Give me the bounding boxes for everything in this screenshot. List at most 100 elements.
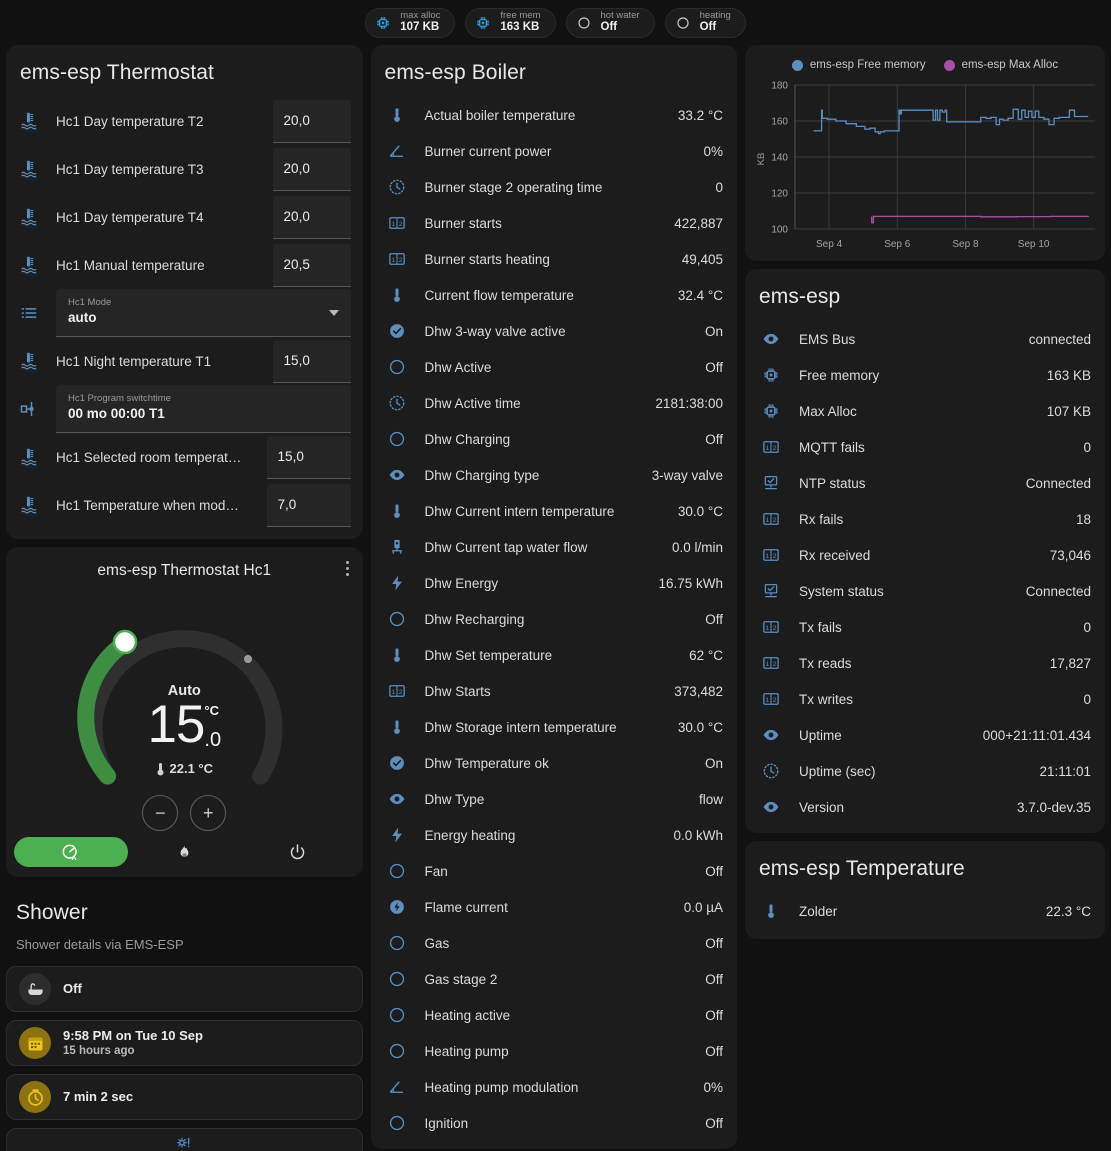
entity-row[interactable]: Dhw Charging type 3-way valve [371,457,737,493]
decrease-temperature-button[interactable]: − [142,795,179,831]
increase-temperature-button[interactable]: + [190,795,227,831]
thermostat-dial[interactable]: Auto 15 °C .0 [6,587,363,817]
entity-row[interactable]: Dhw Set temperature 62 °C [371,637,737,673]
entity-row[interactable]: Burner stage 2 operating time 0 [371,169,737,205]
entity-row[interactable]: 1 2 Rx received 73,046 [745,537,1105,573]
entity-row[interactable]: Flame current 0.0 µA [371,889,737,925]
entity-value[interactable]: 0 [1083,619,1091,635]
number-input[interactable]: 20,0 [272,147,351,191]
entity-value[interactable]: 3.7.0-dev.35 [1016,799,1091,815]
entity-row[interactable]: Uptime 000+21:11:01.434 [745,717,1105,753]
chart-legend-item[interactable]: ems-esp Free memory [791,59,926,71]
thermostat-row[interactable]: Hc1 Program switchtime 00 mo 00:00 T1 [6,385,363,433]
dial-handle[interactable] [113,629,138,655]
entity-row[interactable]: Uptime (sec) 21:11:01 [745,753,1105,789]
chart-plot-area[interactable]: KB 100 120 140 160 180 [756,79,1095,239]
entity-value[interactable]: Off [705,971,723,987]
entity-value[interactable]: flow [698,791,723,807]
entity-row[interactable]: Ignition Off [371,1105,737,1141]
entity-value[interactable]: 0.0 l/min [671,539,723,555]
thermostat-row[interactable]: Hc1 Day temperature T2 20,0 [6,97,363,145]
entity-value[interactable]: 000+21:11:01.434 [982,727,1091,743]
chevron-down-icon[interactable] [328,309,339,316]
entity-row[interactable]: System status Connected [745,573,1105,609]
entity-value[interactable]: 0 [1083,439,1091,455]
badge-max-alloc[interactable]: max alloc 107 KB [365,7,456,38]
entity-row[interactable]: Heating active Off [371,997,737,1033]
number-input[interactable]: 20,0 [272,195,351,239]
entity-value[interactable]: Off [705,431,723,447]
entity-row[interactable]: Dhw Current tap water flow 0.0 l/min [371,529,737,565]
entity-row[interactable]: Dhw Active Off [371,349,737,385]
entity-row[interactable]: 1 2 Tx reads 17,827 [745,645,1105,681]
entity-value[interactable]: 49,405 [681,251,723,267]
entity-value[interactable]: 163 KB [1046,367,1091,383]
entity-row[interactable]: Burner current power 0% [371,133,737,169]
entity-row[interactable]: Current flow temperature 32.4 °C [371,277,737,313]
entity-value[interactable]: 18 [1075,511,1091,527]
badge-free-mem[interactable]: free mem 163 KB [465,7,556,38]
number-input[interactable]: 7,0 [266,483,351,527]
entity-row[interactable]: Gas stage 2 Off [371,961,737,997]
entity-value[interactable]: On [704,755,723,771]
entity-value[interactable]: On [704,323,723,339]
thermostat-row[interactable]: Hc1 Night temperature T1 15,0 [6,337,363,385]
entity-value[interactable]: 0.0 µA [683,899,723,915]
entity-value[interactable]: 107 KB [1046,403,1091,419]
entity-value[interactable]: Connected [1025,583,1091,599]
entity-row[interactable]: Max Alloc 107 KB [745,393,1105,429]
entity-row[interactable]: Zolder 22.3 °C [745,893,1105,929]
entity-row[interactable]: 1 2 Burner starts 422,887 [371,205,737,241]
entity-row[interactable]: Dhw 3-way valve active On [371,313,737,349]
entity-value[interactable]: Off [705,1115,723,1131]
entity-row[interactable]: NTP status Connected [745,465,1105,501]
entity-row[interactable]: Gas Off [371,925,737,961]
entity-row[interactable]: Free memory 163 KB [745,357,1105,393]
entity-value[interactable]: 73,046 [1049,547,1091,563]
entity-row[interactable]: Dhw Type flow [371,781,737,817]
entity-value[interactable]: Off [705,935,723,951]
entity-row[interactable]: 1 2 Dhw Starts 373,482 [371,673,737,709]
shower-row[interactable]: 9:58 PM on Tue 10 Sep 15 hours ago [6,1020,363,1066]
number-input[interactable]: 15,0 [272,339,351,383]
entity-row[interactable]: 1 2 MQTT fails 0 [745,429,1105,465]
entity-row[interactable]: Fan Off [371,853,737,889]
entity-value[interactable]: 3-way valve [651,467,723,483]
entity-value[interactable]: 0% [703,1079,723,1095]
number-input[interactable]: 15,0 [266,435,351,479]
shower-row[interactable]: Off [6,966,363,1012]
text-field[interactable]: Hc1 Program switchtime 00 mo 00:00 T1 [56,385,351,433]
entity-row[interactable]: 1 2 Rx fails 18 [745,501,1105,537]
entity-value[interactable]: 30.0 °C [677,719,723,735]
badge-heating[interactable]: heating Off [664,7,746,38]
entity-value[interactable]: 0 [715,179,723,195]
number-input[interactable]: 20,0 [272,99,351,143]
entity-row[interactable]: Dhw Active time 2181:38:00 [371,385,737,421]
chart-svg[interactable]: 100 120 140 160 180 [757,79,1101,239]
entity-value[interactable]: connected [1028,331,1091,347]
entity-row[interactable]: Dhw Recharging Off [371,601,737,637]
entity-value[interactable]: 0% [703,143,723,159]
entity-value[interactable]: 0.0 kWh [673,827,723,843]
entity-value[interactable]: 0 [1083,691,1091,707]
entity-row[interactable]: Dhw Storage intern temperature 30.0 °C [371,709,737,745]
entity-value[interactable]: 16.75 kWh [658,575,723,591]
thermostat-row[interactable]: Hc1 Day temperature T4 20,0 [6,193,363,241]
thermostat-row[interactable]: Hc1 Mode auto [6,289,363,337]
thermostat-row[interactable]: Hc1 Day temperature T3 20,0 [6,145,363,193]
entity-value[interactable]: Off [705,359,723,375]
entity-value[interactable]: Off [705,611,723,627]
badge-hot-water[interactable]: hot water Off [565,7,655,38]
entity-row[interactable]: Heating pump modulation 0% [371,1069,737,1105]
entity-value[interactable]: 17,827 [1049,655,1091,671]
entity-row[interactable]: Actual boiler temperature 33.2 °C [371,97,737,133]
entity-value[interactable]: 33.2 °C [677,107,723,123]
entity-row[interactable]: Dhw Temperature ok On [371,745,737,781]
entity-value[interactable]: 422,887 [674,215,723,231]
entity-value[interactable]: 21:11:01 [1039,763,1091,779]
entity-row[interactable]: EMS Bus connected [745,321,1105,357]
thermostat-row[interactable]: Hc1 Selected room temperat… 15,0 [6,433,363,481]
entity-value[interactable]: Off [705,1043,723,1059]
entity-row[interactable]: Version 3.7.0-dev.35 [745,789,1105,825]
entity-value[interactable]: Off [705,1007,723,1023]
